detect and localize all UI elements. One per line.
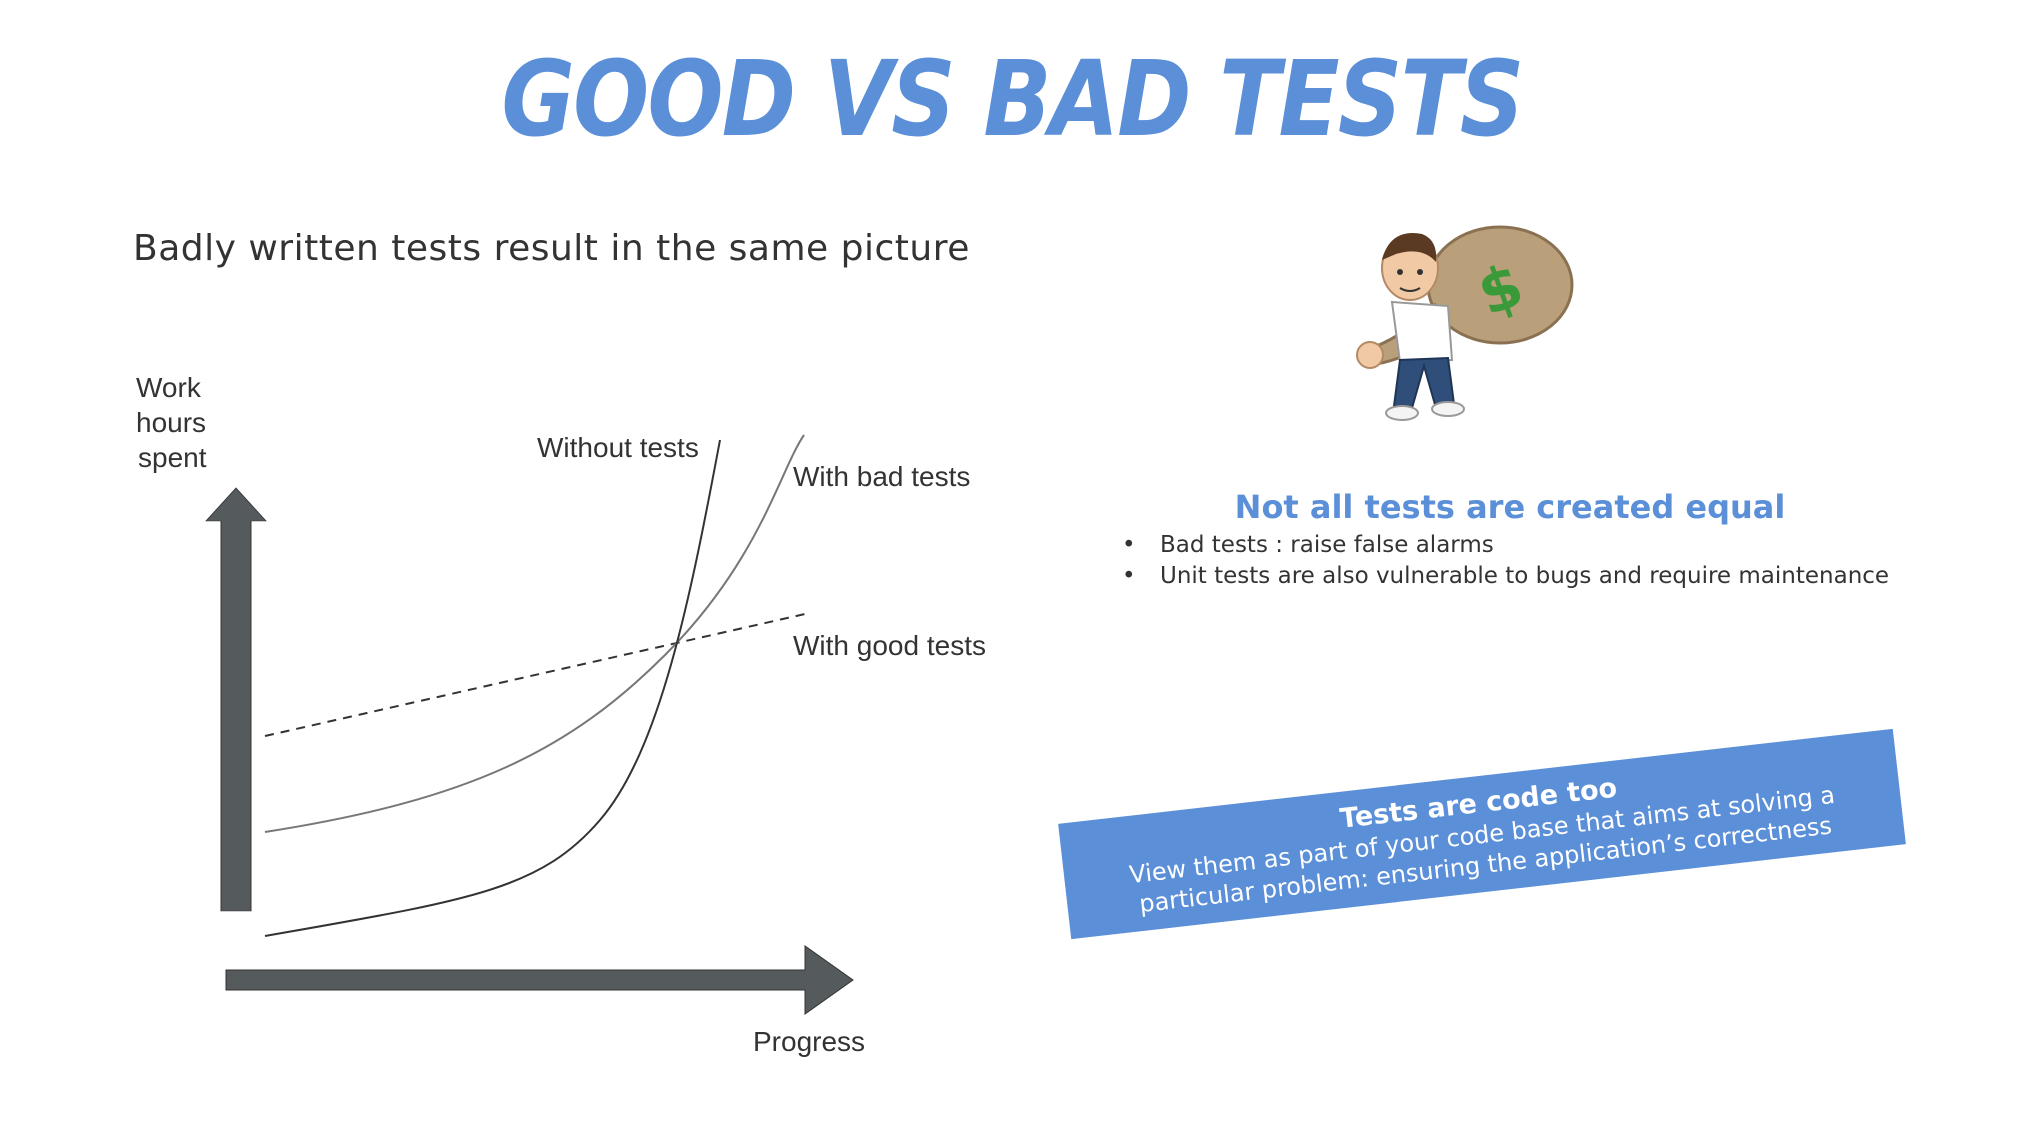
y-axis-label-line-1: Work bbox=[136, 372, 202, 403]
section-heading: Not all tests are created equal bbox=[1234, 488, 1786, 526]
x-axis-label: Progress bbox=[753, 1026, 865, 1057]
callout-banner: Tests are code too View them as part of … bbox=[1058, 728, 1906, 940]
bullet-item: Bad tests : raise false alarms bbox=[1122, 530, 1889, 561]
test-effort-chart: Work hours spent Without tests With bad … bbox=[136, 372, 986, 1057]
y-axis-label-line-2: hours bbox=[136, 407, 206, 438]
bullet-item: Unit tests are also vulnerable to bugs a… bbox=[1122, 561, 1889, 592]
series-label-with-good-tests: With good tests bbox=[793, 630, 986, 661]
series-line-with-bad-tests bbox=[264, 434, 805, 833]
slide-title: GOOD VS BAD TESTS bbox=[501, 38, 1524, 160]
y-axis-arrow bbox=[205, 487, 267, 912]
series-label-with-bad-tests: With bad tests bbox=[793, 461, 970, 492]
series-line-without-tests bbox=[264, 439, 721, 937]
slide-subtitle: Badly written tests result in the same p… bbox=[133, 228, 970, 269]
bullet-list: Bad tests : raise false alarms Unit test… bbox=[1122, 530, 1889, 592]
avatar-with-money-bag-icon: $ bbox=[1356, 225, 1574, 421]
series-line-with-good-tests bbox=[264, 613, 806, 737]
series-label-without-tests: Without tests bbox=[537, 432, 699, 463]
x-axis-arrow bbox=[225, 945, 854, 1015]
y-axis-label-line-3: spent bbox=[138, 442, 207, 473]
